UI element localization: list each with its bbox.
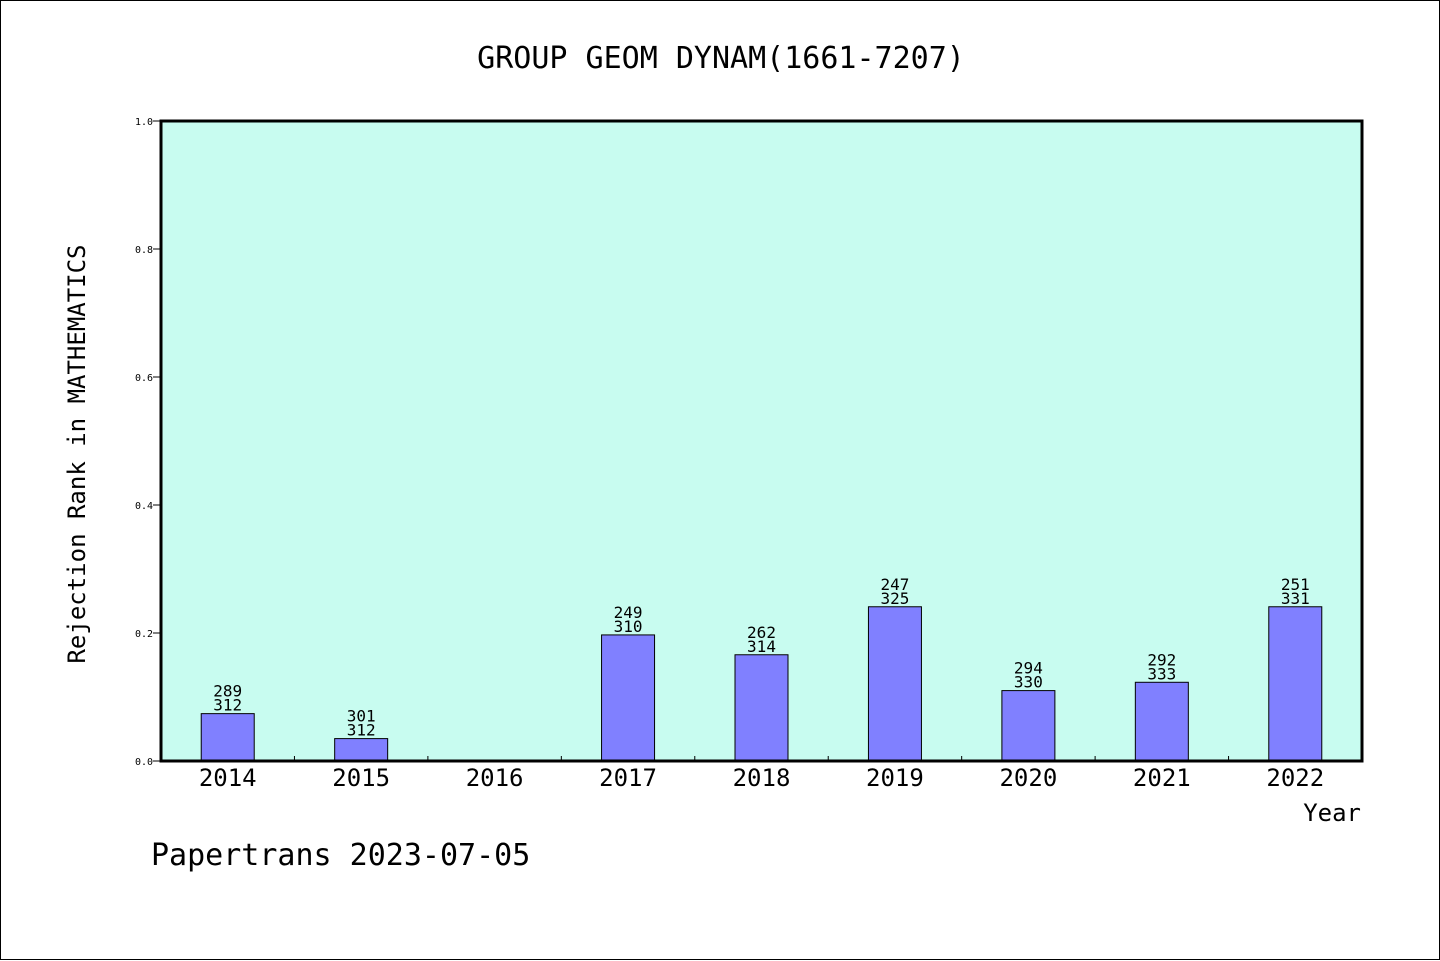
bar-total-label: 312 (213, 696, 242, 715)
bar-total-label: 312 (347, 721, 376, 740)
bar-rank-label: 262 (747, 623, 776, 642)
bar-total-label: 314 (747, 637, 776, 656)
y-tick-label: 0.8 (135, 245, 153, 256)
bar-2015 (334, 738, 389, 762)
bar-total-label: 333 (1147, 664, 1176, 683)
y-tick-label: 0.6 (135, 373, 153, 384)
bar-2019 (867, 606, 922, 762)
bar-total-label: 330 (1014, 673, 1043, 692)
y-axis: 0.0 0.2 0.4 0.6 0.8 1.0 (135, 117, 161, 768)
y-tick-label: 0.2 (135, 629, 153, 640)
chart-title: GROUP GEOM DYNAM(1661-7207) (477, 41, 965, 76)
x-axis-labels: 2014 2015 2016 2017 2018 2019 2020 2021 2022 (199, 764, 1324, 792)
bar-2021 (1134, 681, 1189, 762)
bar-rank-label: 294 (1014, 659, 1043, 678)
x-tick-label: 2018 (733, 764, 791, 792)
bar-2014 (200, 713, 255, 762)
x-tick-label: 2017 (599, 764, 657, 792)
bar-rank-label: 249 (614, 603, 643, 622)
bar-rank-label: 251 (1281, 575, 1310, 594)
bar-rank-label: 289 (213, 682, 242, 701)
y-tick-label: 1.0 (135, 117, 153, 128)
x-tick-label: 2014 (199, 764, 257, 792)
x-tick-label: 2019 (866, 764, 924, 792)
bar-2017 (601, 634, 656, 762)
bar-2020 (1001, 690, 1056, 762)
bar-2018 (734, 654, 789, 762)
bar-rank-label: 301 (347, 707, 376, 726)
x-axis-title: Year (1303, 799, 1361, 827)
bar-rank-label: 247 (880, 575, 909, 594)
x-tick-label: 2015 (332, 764, 390, 792)
y-axis-title: Rejection Rank in MATHEMATICS (63, 244, 91, 663)
bar-rank-label: 292 (1147, 650, 1176, 669)
plot-border (159, 119, 1364, 763)
bar-total-label: 310 (614, 617, 643, 636)
x-tick-label: 2022 (1266, 764, 1324, 792)
bar-2022 (1268, 606, 1323, 762)
x-tick-label: 2016 (466, 764, 524, 792)
y-tick-label: 0.0 (135, 757, 153, 768)
bar-total-label: 331 (1281, 589, 1310, 608)
bar-total-label: 325 (880, 589, 909, 608)
bar-series (200, 606, 1323, 762)
x-tick-label: 2021 (1133, 764, 1191, 792)
x-tick-label: 2020 (999, 764, 1057, 792)
y-tick-label: 0.4 (135, 501, 153, 512)
footer-credit: Papertrans 2023-07-05 (151, 838, 530, 873)
